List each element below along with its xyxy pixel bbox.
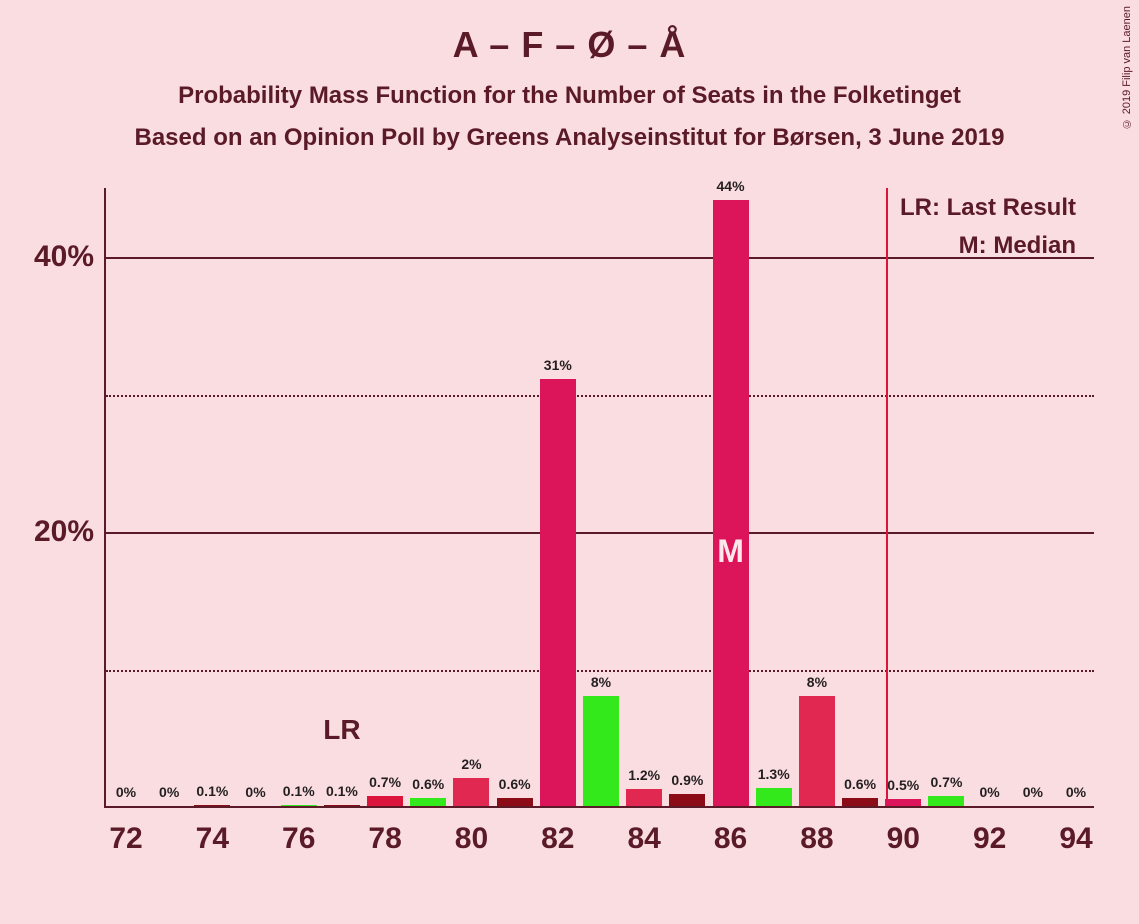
- bar: [885, 799, 921, 806]
- x-axis-label: 94: [1059, 822, 1092, 856]
- bar: [842, 798, 878, 806]
- bar-value-label: 8%: [807, 674, 827, 690]
- bar: [713, 200, 749, 806]
- x-axis-label: 74: [196, 822, 229, 856]
- bar: [453, 778, 489, 806]
- bar: [540, 379, 576, 806]
- bar-value-label: 31%: [544, 357, 572, 373]
- bar-value-label: 1.3%: [758, 766, 790, 782]
- bar-value-label: 0.6%: [844, 776, 876, 792]
- x-axis-label: 78: [368, 822, 401, 856]
- chart-title: A – F – Ø – Å: [0, 0, 1139, 66]
- bar: [756, 788, 792, 806]
- bar-value-label: 0.1%: [326, 783, 358, 799]
- y-axis-label: 40%: [34, 240, 94, 274]
- x-axis-label: 84: [627, 822, 660, 856]
- bar: [626, 789, 662, 806]
- last-result-marker: LR: [323, 714, 360, 746]
- copyright-text: © 2019 Filip van Laenen: [1121, 6, 1133, 129]
- bar-value-label: 0.5%: [887, 777, 919, 793]
- bar-value-label: 0.7%: [930, 774, 962, 790]
- bar-value-label: 0%: [116, 784, 136, 800]
- y-gridline: [106, 257, 1094, 259]
- bar-value-label: 0%: [1066, 784, 1086, 800]
- bar: [324, 805, 360, 806]
- legend-lr: LR: Last Result: [900, 194, 1076, 222]
- bar-value-label: 0%: [245, 784, 265, 800]
- bar-value-label: 0.6%: [499, 776, 531, 792]
- bar-value-label: 0%: [980, 784, 1000, 800]
- x-axis-label: 90: [887, 822, 920, 856]
- bar-value-label: 0.9%: [671, 772, 703, 788]
- x-axis-label: 92: [973, 822, 1006, 856]
- y-gridline: [106, 532, 1094, 534]
- bar-value-label: 0.1%: [283, 783, 315, 799]
- bar-value-label: 0%: [159, 784, 179, 800]
- x-axis-label: 72: [109, 822, 142, 856]
- median-marker: M: [717, 533, 744, 570]
- bar: [281, 805, 317, 806]
- bar: [799, 696, 835, 806]
- bar: [928, 796, 964, 806]
- y-gridline-minor: [106, 395, 1094, 397]
- bar: [497, 798, 533, 806]
- bar: [583, 696, 619, 806]
- bar-value-label: 0%: [1023, 784, 1043, 800]
- y-gridline-minor: [106, 670, 1094, 672]
- bar: [410, 798, 446, 806]
- chart-area: LR: Last Result M: Median 20%40%0%0%0.1%…: [104, 188, 1094, 808]
- plot-region: LR: Last Result M: Median 20%40%0%0%0.1%…: [104, 188, 1094, 808]
- chart-subtitle-2: Based on an Opinion Poll by Greens Analy…: [0, 124, 1139, 152]
- bar-value-label: 44%: [717, 178, 745, 194]
- bar-value-label: 0.6%: [412, 776, 444, 792]
- y-axis-label: 20%: [34, 515, 94, 549]
- x-axis-label: 86: [714, 822, 747, 856]
- legend-m: M: Median: [959, 232, 1076, 260]
- x-axis-label: 80: [455, 822, 488, 856]
- bar: [194, 805, 230, 806]
- bar: [367, 796, 403, 806]
- majority-threshold-line: [886, 188, 888, 806]
- bar-value-label: 1.2%: [628, 767, 660, 783]
- bar-value-label: 0.1%: [196, 783, 228, 799]
- bar-value-label: 0.7%: [369, 774, 401, 790]
- bar-value-label: 8%: [591, 674, 611, 690]
- bar-value-label: 2%: [461, 756, 481, 772]
- chart-subtitle-1: Probability Mass Function for the Number…: [0, 82, 1139, 110]
- x-axis-label: 88: [800, 822, 833, 856]
- x-axis-label: 82: [541, 822, 574, 856]
- bar: [669, 794, 705, 806]
- x-axis-label: 76: [282, 822, 315, 856]
